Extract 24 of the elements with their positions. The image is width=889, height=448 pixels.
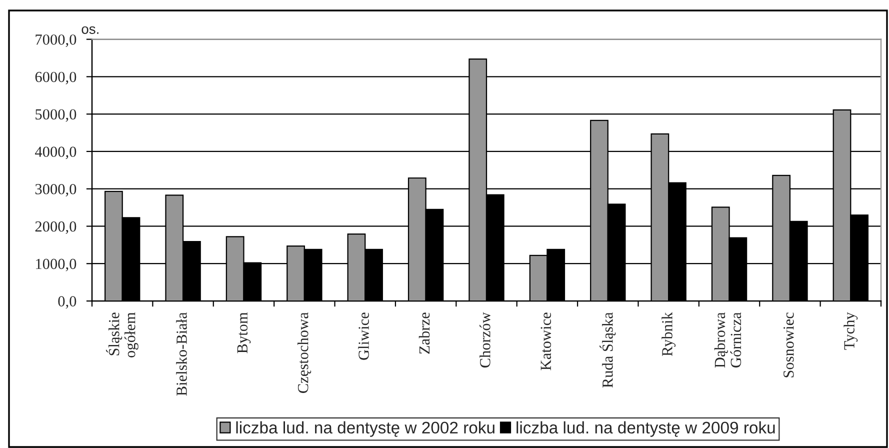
x-tick-label: Śląskie ogółem bbox=[106, 312, 138, 358]
y-tick-label: 1000,0 bbox=[36, 258, 76, 272]
x-tick-label: Zabrze bbox=[418, 312, 430, 354]
y-tick-label: 2000,0 bbox=[35, 221, 76, 234]
y-tick-label: 0,0 bbox=[58, 296, 76, 309]
x-tick-label: Dąbrowa Górnicza bbox=[714, 312, 742, 368]
x-tick-label: Częstochowa bbox=[297, 312, 312, 393]
x-tick-label: Gliwice bbox=[358, 312, 369, 360]
x-tick-label: Bytom bbox=[237, 312, 251, 354]
y-tick-label: 4000,0 bbox=[35, 146, 76, 160]
x-tick-label: Ruda Śląska bbox=[600, 312, 616, 388]
x-tick-label: Katowice bbox=[540, 312, 552, 370]
y-axis-title: os. bbox=[82, 26, 98, 34]
y-tick-label: 5000,0 bbox=[36, 109, 76, 122]
legend-label: liczba lud. na dentystę w 2002 roku bbox=[236, 421, 494, 437]
x-tick-label: Sosnowiec bbox=[784, 312, 794, 378]
y-tick-label: 6000,0 bbox=[35, 72, 76, 84]
x-tick-label: Rybnik bbox=[662, 312, 676, 356]
y-tick-label: 7000,0 bbox=[36, 34, 76, 47]
y-tick-label: 3000,0 bbox=[35, 184, 76, 196]
x-tick-label: Chorzów bbox=[480, 312, 490, 368]
legend-label: liczba lud. na dentystę w 2009 roku bbox=[516, 421, 775, 437]
x-tick-label: Bielsko-Biała bbox=[176, 312, 187, 396]
x-tick-label: Tychy bbox=[844, 312, 858, 350]
